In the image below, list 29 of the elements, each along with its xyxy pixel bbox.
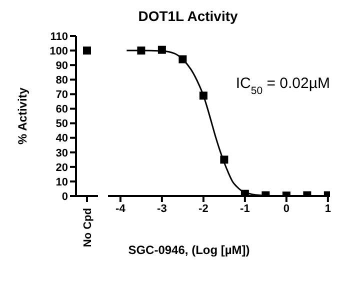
point <box>137 46 146 55</box>
x-tick-label: -3 <box>157 202 167 215</box>
x-tick-label: No Cpd <box>82 208 94 248</box>
y-tick-label: 40 <box>56 132 68 145</box>
chart-title: DOT1L Activity <box>137 8 239 24</box>
y-tick-label: 60 <box>56 104 68 116</box>
y-tick-label: 100 <box>50 45 68 58</box>
point <box>220 156 228 164</box>
x-axis-title: SGC-0946, (Log [µM]) <box>128 243 250 257</box>
x-tick-label: -2 <box>198 202 208 215</box>
y-tick-label: 10 <box>56 176 68 188</box>
y-tick-label: 70 <box>56 89 68 102</box>
y-tick-label: 110 <box>50 30 68 43</box>
point <box>178 55 187 64</box>
y-tick-label: 50 <box>56 118 68 130</box>
annotation: IC$_{50}$ = 0.02µM <box>236 75 330 97</box>
point <box>158 46 166 54</box>
y-tick-label: 30 <box>56 147 68 160</box>
point <box>199 92 208 100</box>
y-tick-label: 80 <box>56 74 68 87</box>
y-tick-label: 20 <box>56 162 68 174</box>
y-tick-label: 90 <box>56 60 68 72</box>
x-tick-label: 0 <box>283 202 290 215</box>
y-axis-title: % Activity <box>15 87 30 144</box>
x-tick-label: 1 <box>324 202 331 215</box>
x-tick-label: -4 <box>116 202 126 215</box>
point <box>240 190 249 196</box>
y-tick-label: 0 <box>62 190 68 203</box>
x-tick-label: -1 <box>240 202 250 215</box>
